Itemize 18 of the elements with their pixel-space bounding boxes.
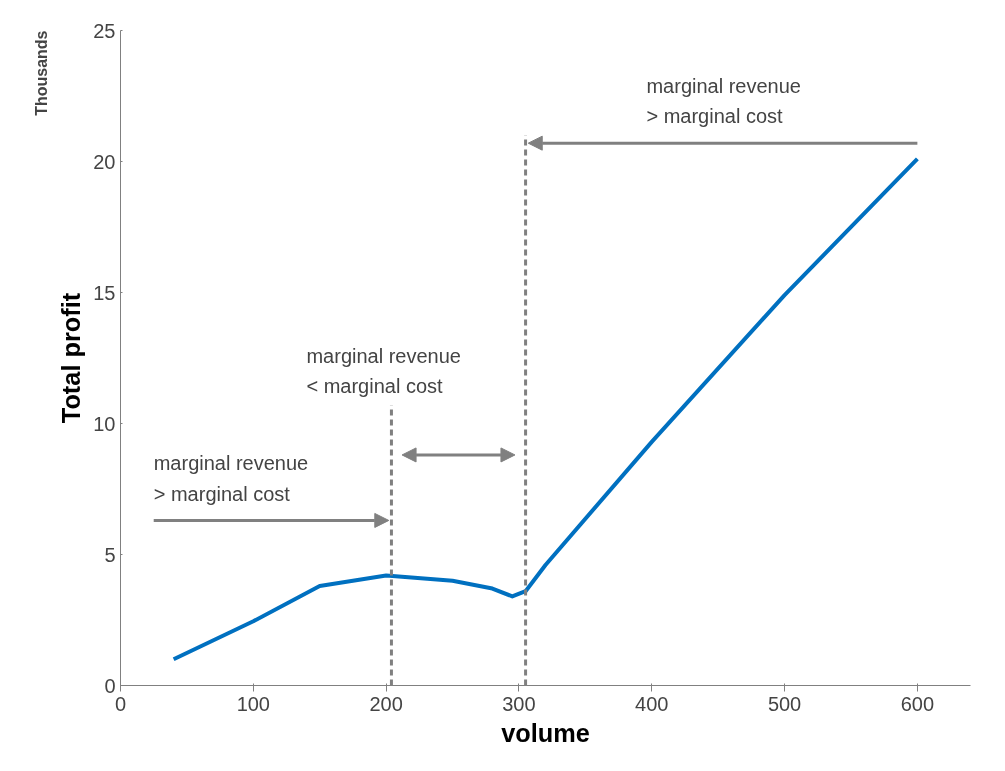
x-tick-label: 600 bbox=[900, 692, 935, 715]
x-tick-label: 100 bbox=[236, 692, 270, 715]
y-axis-title: Total profit bbox=[57, 292, 86, 424]
x-tick-label: 500 bbox=[767, 692, 802, 715]
y-tick-label: 0 bbox=[104, 674, 116, 697]
text: Thousands bbox=[32, 30, 50, 116]
x-axis-title: volume bbox=[501, 718, 590, 747]
x-tick-label: 300 bbox=[502, 692, 536, 715]
x-tick-label: 200 bbox=[369, 692, 403, 715]
annotation: marginal revenue < marginal cost bbox=[306, 344, 461, 398]
x-tick-label: 400 bbox=[635, 692, 669, 715]
y-tick-label: 25 bbox=[93, 19, 116, 42]
annotation: marginal revenue > marginal cost bbox=[646, 74, 801, 128]
annotation: marginal revenue > marginal cost bbox=[153, 451, 309, 505]
y-tick-label: 15 bbox=[93, 281, 116, 304]
y-tick-label: 20 bbox=[93, 150, 116, 173]
y-tick-label: 5 bbox=[104, 543, 116, 566]
y-tick-label: 10 bbox=[93, 412, 116, 435]
